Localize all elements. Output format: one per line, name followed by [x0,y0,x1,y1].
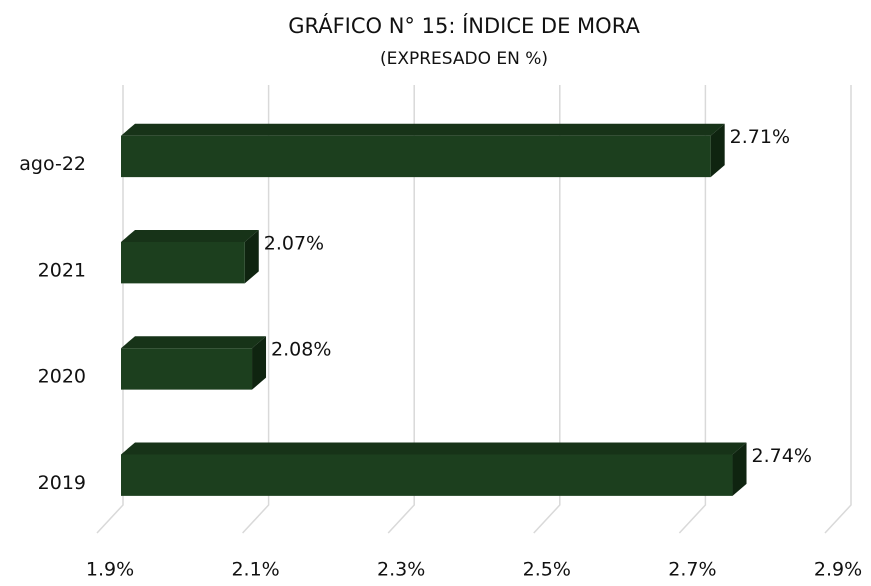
chart-subtitle: (EXPRESADO EN %) [380,49,548,69]
bar-top [121,229,259,242]
bar-side [252,336,267,390]
x-tick-label: 2.9% [814,559,862,581]
value-label: 2.74% [752,445,812,467]
bar-top [121,123,725,136]
bar [121,336,267,390]
x-tick-label: 2.5% [523,559,571,581]
bar [121,442,747,496]
bar [121,123,725,178]
y-tick-label: 2021 [38,259,86,281]
value-label: 2.08% [271,339,331,361]
y-tick-label: ago-22 [19,153,86,175]
x-tick-label: 1.9% [86,559,134,581]
bar-front [121,454,733,496]
value-label: 2.71% [730,126,790,148]
y-tick-label: 2019 [38,472,86,494]
grid-line [678,85,707,534]
x-tick-label: 2.1% [231,559,279,581]
grid-line [96,85,124,534]
grid-line [242,85,270,534]
bar-front [121,348,253,390]
x-tick-label: 2.3% [377,559,425,581]
y-tick-label: 2020 [38,366,86,388]
grid-line [387,85,415,534]
value-label: 2.07% [264,232,324,254]
grid-line [824,85,852,534]
bar-side [732,442,747,496]
bar-side [710,123,725,178]
bar-side [244,229,259,284]
bar-top [121,442,747,455]
bar-top [121,336,267,349]
chart-title: GRÁFICO N° 15: ÍNDICE DE MORA [288,13,640,38]
grid-line [533,85,561,534]
bar-front [121,135,711,178]
bar [121,229,259,284]
x-tick-label: 2.7% [668,559,716,581]
bar-front [121,241,245,284]
